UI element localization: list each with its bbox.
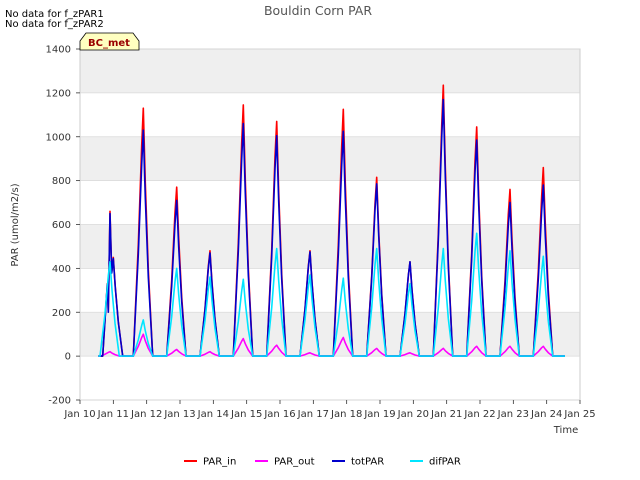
y-tick-label: 0 [65, 352, 71, 363]
series-line-difPAR [98, 232, 565, 357]
y-tick-label: -200 [48, 396, 71, 407]
x-tick-label: Jan 22 [463, 409, 495, 420]
y-tick-label: 1400 [46, 45, 71, 56]
site-tag: BC_met [79, 32, 140, 51]
x-tick-label: Jan 23 [497, 409, 529, 420]
x-tick-label: Jan 13 [163, 409, 195, 420]
site-tag-label: BC_met [88, 38, 130, 49]
y-tick-label: 400 [52, 264, 71, 275]
x-tick-label: Jan 15 [230, 409, 262, 420]
chart-title: Bouldin Corn PAR [264, 3, 372, 18]
x-tick-label: Jan 17 [297, 409, 329, 420]
y-tick-label: 200 [52, 308, 71, 319]
x-axis-label: Time [553, 425, 578, 436]
y-axis-ticks: -200 0 200 400 600 800 1000 1200 1400 [46, 45, 80, 407]
y-axis-label: PAR (umol/m2/s) [10, 183, 21, 266]
y-tick-label: 1000 [46, 132, 71, 143]
x-tick-label: Jan 20 [397, 409, 429, 420]
legend-label-PAR_in: PAR_in [203, 457, 236, 468]
plot-band [80, 312, 580, 357]
x-tick-label: Jan 14 [197, 409, 229, 420]
y-tick-label: 1200 [46, 88, 71, 99]
no-data-note-1: No data for f_zPAR1 [5, 9, 104, 20]
legend-label-PAR_out: PAR_out [274, 457, 315, 468]
x-tick-label: Jan 11 [97, 409, 129, 420]
x-tick-label: Jan 24 [530, 409, 562, 420]
plot-band [80, 136, 580, 181]
x-tick-label: Jan 18 [330, 409, 362, 420]
x-tick-label: Jan 10 [63, 409, 95, 420]
y-tick-label: 800 [52, 176, 71, 187]
no-data-note-2: No data for f_zPAR2 [5, 19, 104, 30]
x-tick-label: Jan 12 [130, 409, 162, 420]
legend: PAR_in PAR_out totPAR difPAR [184, 457, 461, 468]
plot-band [80, 49, 580, 93]
legend-label-difPAR: difPAR [429, 457, 461, 468]
x-tick-label: Jan 25 [563, 409, 595, 420]
x-tick-label: Jan 19 [363, 409, 395, 420]
x-tick-label: Jan 16 [263, 409, 295, 420]
series-lines [98, 84, 565, 357]
x-tick-label: Jan 21 [430, 409, 462, 420]
site-tag-box [79, 32, 140, 51]
y-tick-label: 600 [52, 220, 71, 231]
x-axis-ticks: Jan 10 Jan 11 Jan 12 Jan 13 Jan 14 Jan 15 Jan … [63, 400, 596, 420]
plot-band [80, 224, 580, 269]
legend-label-totPAR: totPAR [351, 457, 384, 468]
